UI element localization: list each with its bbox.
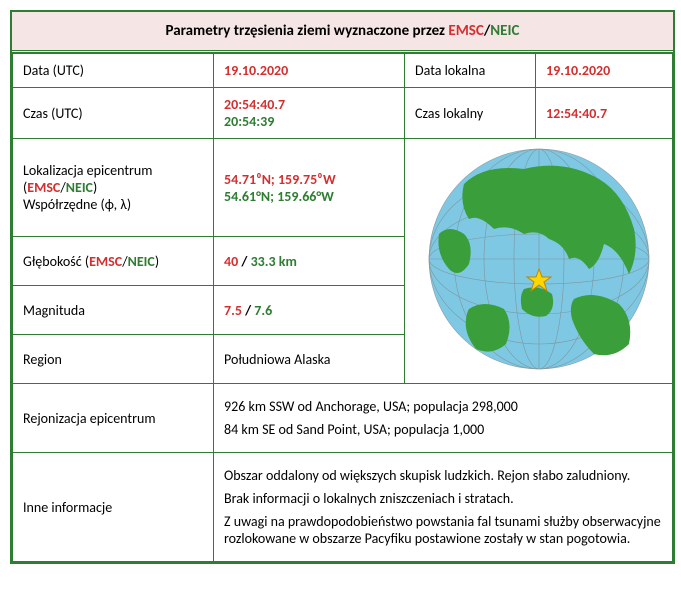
depth-slash: / (238, 253, 250, 270)
time-local-value: 12:54:40.7 (546, 105, 607, 122)
time-utc-neic: 20:54:39 (224, 113, 394, 130)
location-row: Lokalizacja epicentrum (EMSC/NEIC) Współ… (13, 139, 673, 237)
region-value: Południowa Alaska (214, 335, 405, 384)
info-value: Obszar oddalony od większych skupisk lud… (214, 453, 673, 562)
date-local-label: Data lokalna (405, 54, 536, 88)
rejon-l2: 84 km SE od Sand Point, USA; populacja 1… (224, 421, 662, 438)
rejon-label: Rejonizacja epicentrum (13, 384, 214, 453)
header-neic: NEIC (490, 22, 519, 40)
loc-value-neic: 54.61°N; 159.66°W (224, 188, 394, 205)
loc-value-emsc: 54.71⁰N; 159.75⁰W (224, 171, 394, 188)
rejon-row: Rejonizacja epicentrum 926 km SSW od Anc… (13, 384, 673, 453)
params-table: Data (UTC) 19.10.2020 Data lokalna 19.10… (12, 53, 673, 562)
date-utc-label: Data (UTC) (13, 54, 214, 88)
depth-label-suffix: ) (155, 253, 159, 270)
location-value: 54.71⁰N; 159.75⁰W 54.61°N; 159.66°W (214, 139, 405, 237)
info-p3: Z uwagi na prawdopodobieństwo powstania … (224, 513, 662, 547)
mag-slash: / (242, 302, 254, 319)
loc-label-l1: Lokalizacja epicentrum (23, 162, 203, 179)
location-label: Lokalizacja epicentrum (EMSC/NEIC) Współ… (13, 139, 214, 237)
rejon-value: 926 km SSW od Anchorage, USA; populacja … (214, 384, 673, 453)
depth-neic: 33.3 km (251, 253, 297, 270)
depth-label-emsc: EMSC (89, 253, 122, 270)
mag-neic: 7.6 (254, 302, 272, 319)
time-utc-label: Czas (UTC) (13, 88, 214, 139)
rejon-l1: 926 km SSW od Anchorage, USA; populacja … (224, 398, 662, 415)
depth-label-prefix: Głębokość ( (23, 253, 89, 270)
depth-value: 40 / 33.3 km (214, 237, 405, 286)
time-utc-emsc: 20:54:40.7 (224, 96, 394, 113)
table-header: Parametry trzęsienia ziemi wyznaczone pr… (12, 12, 673, 53)
loc-label-neic: NEIC (66, 179, 93, 196)
header-prefix: Parametry trzęsienia ziemi wyznaczone pr… (166, 22, 449, 40)
time-row: Czas (UTC) 20:54:40.7 20:54:39 Czas loka… (13, 88, 673, 139)
region-label: Region (13, 335, 214, 384)
magnitude-label: Magnituda (13, 286, 214, 335)
time-utc-value: 20:54:40.7 20:54:39 (214, 88, 405, 139)
magnitude-value: 7.5 / 7.6 (214, 286, 405, 335)
date-local-value: 19.10.2020 (546, 62, 610, 79)
loc-label-l3: Współrzędne (ϕ, λ) (23, 196, 203, 213)
date-utc-value: 19.10.2020 (224, 62, 288, 79)
info-p1: Obszar oddalony od większych skupisk lud… (224, 467, 662, 484)
depth-label-neic: NEIC (128, 253, 155, 270)
globe-icon (424, 144, 654, 374)
loc-label-l2b: ) (93, 179, 97, 196)
time-local-label: Czas lokalny (405, 88, 536, 139)
mag-emsc: 7.5 (224, 302, 242, 319)
depth-emsc: 40 (224, 253, 238, 270)
earthquake-params-table: Parametry trzęsienia ziemi wyznaczone pr… (10, 10, 675, 564)
info-label: Inne informacje (13, 453, 214, 562)
depth-label: Głębokość (EMSC/NEIC) (13, 237, 214, 286)
info-row: Inne informacje Obszar oddalony od więks… (13, 453, 673, 562)
loc-label-emsc: EMSC (27, 179, 60, 196)
globe-cell (405, 139, 673, 384)
date-row: Data (UTC) 19.10.2020 Data lokalna 19.10… (13, 54, 673, 88)
info-p2: Brak informacji o lokalnych zniszczeniac… (224, 490, 662, 507)
header-emsc: EMSC (448, 22, 483, 40)
